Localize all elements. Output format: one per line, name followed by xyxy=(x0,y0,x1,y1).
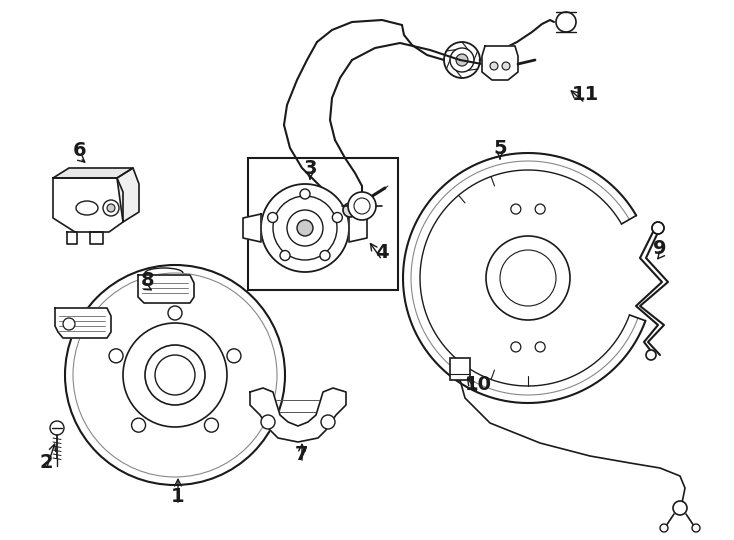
Text: 8: 8 xyxy=(141,271,155,289)
Text: 6: 6 xyxy=(73,140,87,159)
Circle shape xyxy=(444,42,480,78)
Text: 9: 9 xyxy=(653,239,666,258)
Circle shape xyxy=(205,418,219,432)
Circle shape xyxy=(50,421,64,435)
Circle shape xyxy=(63,318,75,330)
Polygon shape xyxy=(53,168,133,178)
Circle shape xyxy=(535,204,545,214)
Polygon shape xyxy=(53,178,123,232)
Circle shape xyxy=(287,210,323,246)
Circle shape xyxy=(297,220,313,236)
Text: 7: 7 xyxy=(295,446,309,464)
Polygon shape xyxy=(117,168,139,222)
Circle shape xyxy=(354,198,370,214)
Circle shape xyxy=(486,236,570,320)
Circle shape xyxy=(268,213,277,222)
Circle shape xyxy=(123,323,227,427)
Circle shape xyxy=(107,204,115,212)
Text: 3: 3 xyxy=(303,159,317,178)
Polygon shape xyxy=(90,232,103,244)
Circle shape xyxy=(511,342,521,352)
Polygon shape xyxy=(349,214,367,242)
Circle shape xyxy=(535,342,545,352)
Text: 4: 4 xyxy=(375,242,389,261)
Circle shape xyxy=(131,418,145,432)
Circle shape xyxy=(692,524,700,532)
Text: 10: 10 xyxy=(465,375,492,395)
Circle shape xyxy=(168,306,182,320)
Text: 1: 1 xyxy=(171,488,185,507)
Circle shape xyxy=(321,415,335,429)
Circle shape xyxy=(261,415,275,429)
Circle shape xyxy=(320,251,330,260)
Circle shape xyxy=(261,184,349,272)
Circle shape xyxy=(333,213,342,222)
Circle shape xyxy=(673,501,687,515)
Text: 2: 2 xyxy=(39,453,53,471)
Bar xyxy=(450,358,470,380)
Bar xyxy=(248,158,398,290)
Text: 11: 11 xyxy=(571,85,599,105)
Circle shape xyxy=(652,222,664,234)
Circle shape xyxy=(280,251,290,260)
Circle shape xyxy=(109,349,123,363)
Circle shape xyxy=(348,192,376,220)
Circle shape xyxy=(556,12,576,32)
Circle shape xyxy=(145,345,205,405)
Polygon shape xyxy=(250,388,346,442)
Polygon shape xyxy=(55,308,111,338)
Circle shape xyxy=(155,355,195,395)
Polygon shape xyxy=(482,46,518,80)
Circle shape xyxy=(300,189,310,199)
Circle shape xyxy=(73,273,277,477)
Circle shape xyxy=(456,54,468,66)
Circle shape xyxy=(65,265,285,485)
Circle shape xyxy=(511,204,521,214)
Circle shape xyxy=(502,62,510,70)
Circle shape xyxy=(660,524,668,532)
Circle shape xyxy=(343,203,357,217)
Circle shape xyxy=(103,200,119,216)
Circle shape xyxy=(450,48,474,72)
Polygon shape xyxy=(67,232,77,244)
Circle shape xyxy=(273,196,337,260)
Circle shape xyxy=(490,62,498,70)
Text: 5: 5 xyxy=(493,138,506,158)
Circle shape xyxy=(227,349,241,363)
Ellipse shape xyxy=(76,201,98,215)
Polygon shape xyxy=(138,275,194,303)
Circle shape xyxy=(646,350,656,360)
Circle shape xyxy=(500,250,556,306)
Polygon shape xyxy=(243,214,261,242)
